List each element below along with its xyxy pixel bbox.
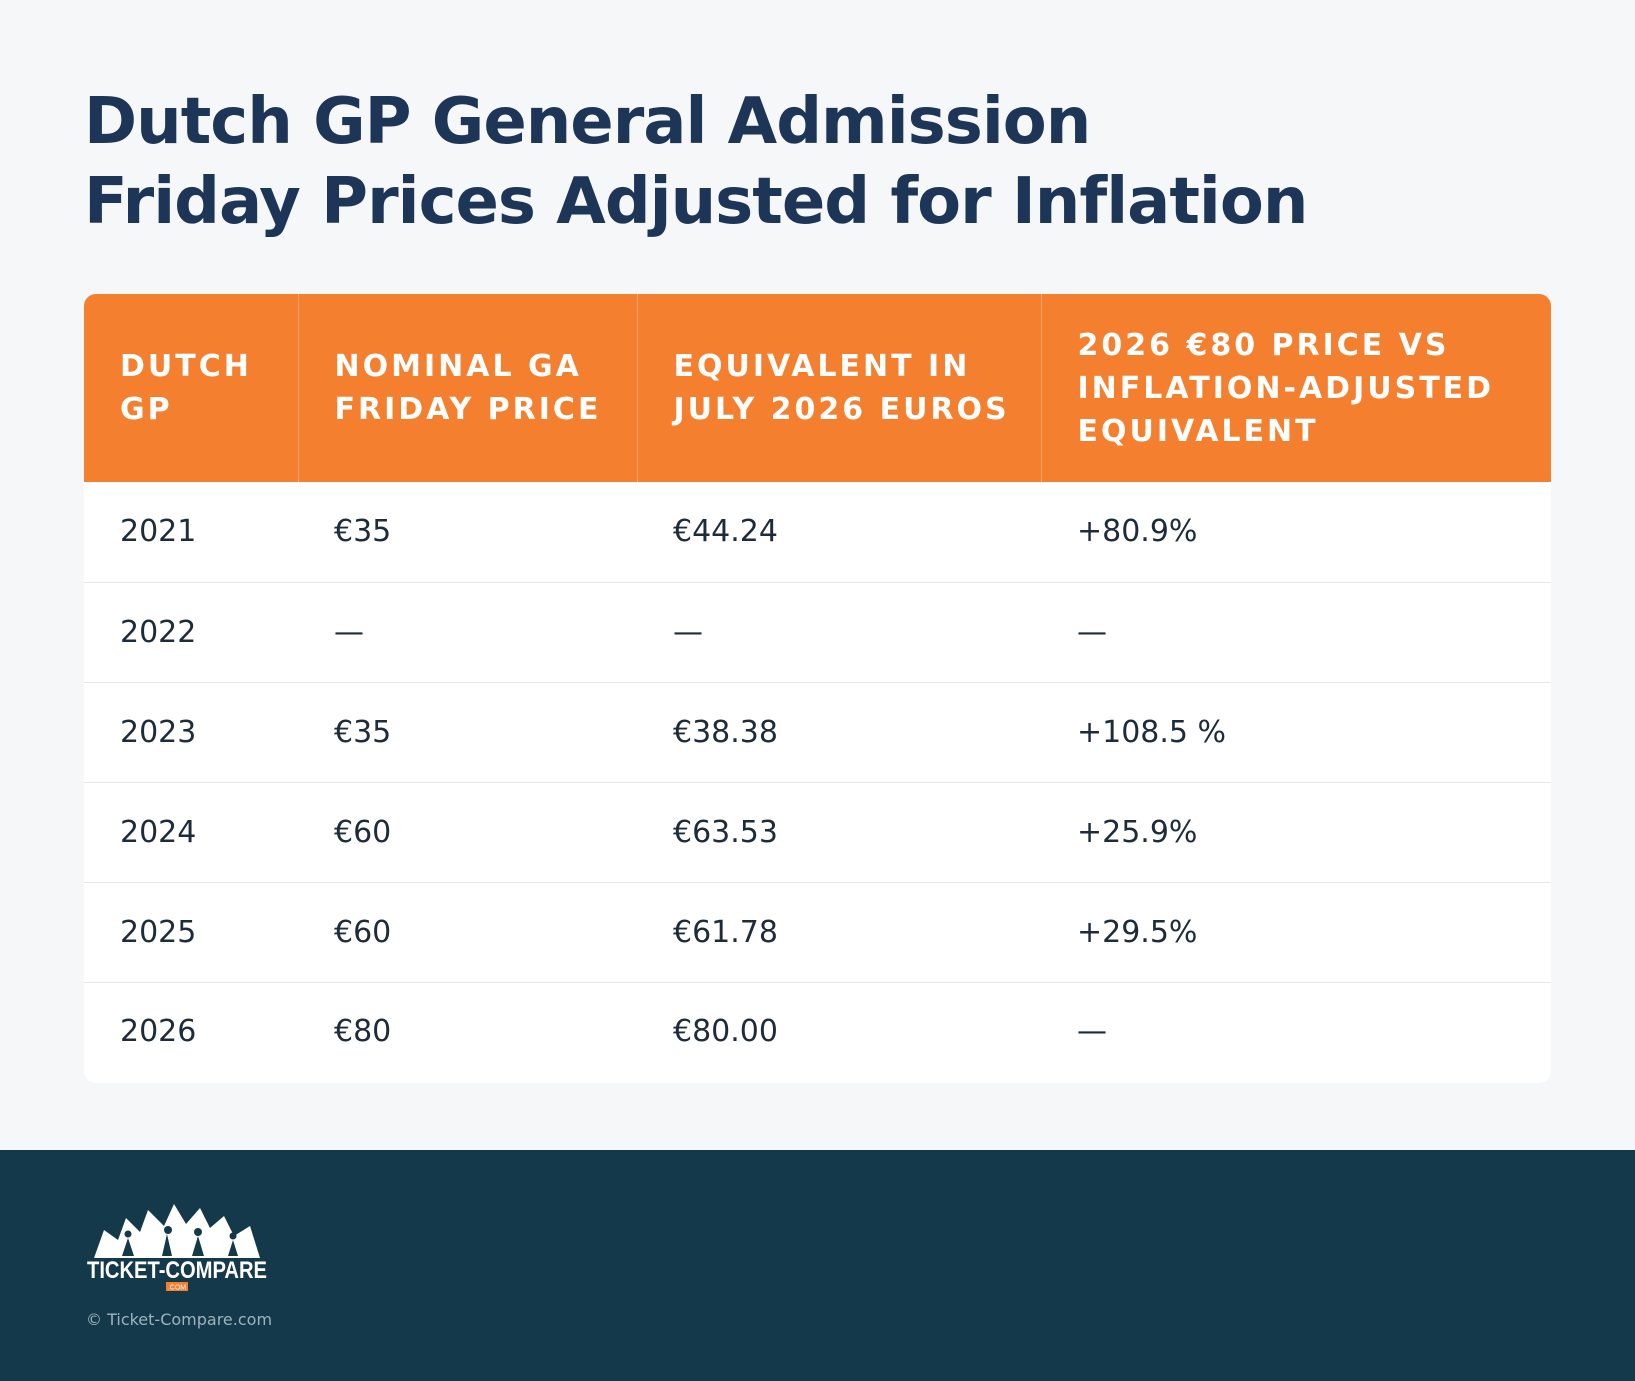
price-table-card: DUTCH GP NOMINAL GA FRIDAY PRICE EQUIVAL… — [84, 294, 1551, 1083]
cell-nominal-price: €60 — [298, 881, 637, 982]
ticket-compare-logo: TICKET-COMPARE .COM — [87, 1204, 267, 1292]
cell-difference: — — [1041, 581, 1551, 682]
cell-difference: +80.9% — [1077, 514, 1198, 550]
svg-text:.COM: .COM — [168, 1285, 186, 1292]
title-line-1: Dutch GP General Admission — [84, 85, 1091, 159]
cell-year: 2021 — [120, 514, 197, 550]
cell-year: 2022 — [84, 581, 298, 682]
cell-year: 2026 — [84, 981, 298, 1081]
cell-nominal-price: — — [298, 581, 637, 682]
copyright-text: © Ticket-Compare.com — [86, 1310, 273, 1329]
cell-difference: +29.5% — [1041, 881, 1551, 982]
page-title: Dutch GP General Admission Friday Prices… — [84, 82, 1544, 242]
footer: TICKET-COMPARE .COM © Ticket-Compare.com — [0, 1150, 1635, 1381]
cell-difference: +108.5 % — [1041, 681, 1551, 782]
cell-equivalent: €63.53 — [637, 781, 1041, 882]
table-row: 2026 €80 €80.00 — — [84, 981, 1551, 1081]
cell-equivalent: — — [637, 581, 1041, 682]
cell-year: 2023 — [84, 681, 298, 782]
cell-year: 2024 — [84, 781, 298, 882]
cell-difference: — — [1041, 981, 1551, 1081]
table-row: 2025 €60 €61.78 +29.5% — [84, 881, 1551, 982]
svg-text:TICKET-COMPARE: TICKET-COMPARE — [87, 1257, 267, 1284]
header-nominal-price: NOMINAL GA FRIDAY PRICE — [297, 294, 637, 482]
cell-nominal-price: €80 — [298, 981, 637, 1081]
cell-equivalent: €61.78 — [637, 881, 1041, 982]
table-row: 2021 €35 €44.24 +80.9% — [84, 482, 1551, 582]
header-price-vs-adjusted: 2026 €80 PRICE VS INFLATION-ADJUSTED EQU… — [1040, 294, 1551, 482]
cell-difference: +25.9% — [1041, 781, 1551, 882]
cell-nominal-price: €35 — [334, 514, 392, 550]
cell-year: 2025 — [84, 881, 298, 982]
cell-equivalent: €38.38 — [637, 681, 1041, 782]
cell-equivalent: €80.00 — [637, 981, 1041, 1081]
table-header-row: DUTCH GP NOMINAL GA FRIDAY PRICE EQUIVAL… — [84, 294, 1551, 482]
cell-nominal-price: €60 — [298, 781, 637, 882]
cell-nominal-price: €35 — [298, 681, 637, 782]
table-row: 2024 €60 €63.53 +25.9% — [84, 781, 1551, 882]
price-table: DUTCH GP NOMINAL GA FRIDAY PRICE EQUIVAL… — [84, 294, 1551, 1081]
table-row: 2022 — — — — [84, 581, 1551, 682]
table-row: 2023 €35 €38.38 +108.5 % — [84, 681, 1551, 782]
header-dutch-gp: DUTCH GP — [120, 349, 252, 427]
header-equivalent-2026: EQUIVALENT IN JULY 2026 EUROS — [636, 294, 1041, 482]
cell-equivalent: €44.24 — [673, 514, 778, 550]
title-line-2: Friday Prices Adjusted for Inflation — [84, 165, 1308, 239]
